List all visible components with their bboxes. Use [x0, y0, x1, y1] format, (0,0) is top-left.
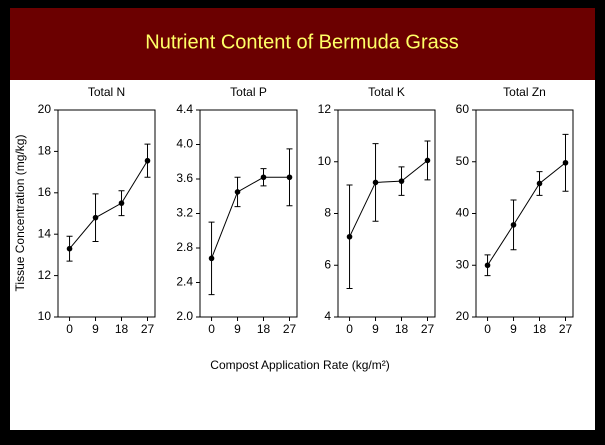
- chart-title: Total K: [368, 85, 405, 99]
- y-tick-label: 10: [38, 309, 52, 323]
- x-tick-label: 0: [484, 322, 491, 336]
- data-point: [398, 178, 405, 184]
- y-axis-label: Tissue Concentration (mg/kg): [13, 135, 27, 292]
- data-point: [234, 189, 241, 195]
- data-line: [69, 160, 148, 250]
- x-tick-label: 9: [510, 322, 517, 336]
- y-tick-label: 4.0: [176, 137, 193, 151]
- y-tick-label: 18: [38, 144, 52, 158]
- y-tick-label: 2.0: [176, 309, 193, 323]
- chart-title: Total N: [88, 85, 125, 99]
- data-point: [144, 157, 151, 164]
- x-tick-label: 9: [372, 322, 379, 336]
- y-tick-label: 16: [38, 185, 52, 199]
- y-tick-label: 8: [324, 206, 331, 220]
- slide-title: Nutrient Content of Bermuda Grass: [145, 31, 458, 53]
- x-tick-label: 27: [559, 322, 573, 336]
- x-tick-label: 9: [92, 322, 99, 336]
- y-tick-label: 20: [456, 309, 470, 323]
- y-tick-label: 20: [38, 102, 52, 116]
- y-tick-label: 3.2: [176, 206, 193, 220]
- data-point: [372, 179, 379, 186]
- y-tick-label: 40: [456, 206, 470, 220]
- x-tick-label: 27: [141, 322, 155, 336]
- data-point: [510, 222, 517, 228]
- x-tick-label: 18: [533, 322, 547, 336]
- data-point: [260, 174, 267, 181]
- data-point: [484, 262, 491, 269]
- data-line: [349, 160, 428, 238]
- plot-frame: [57, 109, 156, 318]
- x-tick-label: 18: [395, 322, 409, 336]
- data-point: [92, 214, 99, 221]
- y-tick-label: 6: [324, 257, 331, 271]
- x-tick-label: 0: [66, 322, 73, 336]
- y-tick-label: 50: [456, 154, 470, 168]
- x-tick-label: 0: [208, 322, 215, 336]
- y-tick-label: 2.8: [176, 240, 193, 254]
- y-tick-label: 30: [456, 257, 470, 271]
- x-tick-label: 18: [115, 322, 129, 336]
- chart-title: Total P: [230, 85, 267, 99]
- y-tick-label: 12: [38, 268, 52, 282]
- chart-title: Total Zn: [503, 85, 546, 99]
- y-tick-label: 10: [318, 154, 332, 168]
- data-point: [66, 245, 73, 252]
- x-axis-label: Compost Application Rate (kg/m²): [210, 358, 389, 372]
- data-line: [211, 176, 290, 259]
- y-tick-label: 3.6: [176, 171, 193, 185]
- data-point: [346, 233, 353, 240]
- data-point: [208, 255, 215, 262]
- data-point: [118, 200, 125, 206]
- x-tick-label: 0: [346, 322, 353, 336]
- y-tick-label: 12: [318, 102, 332, 116]
- y-tick-label: 4: [324, 309, 331, 323]
- y-tick-label: 4.4: [176, 102, 193, 116]
- data-point: [562, 159, 569, 166]
- y-tick-label: 60: [456, 102, 470, 116]
- x-tick-label: 18: [257, 322, 271, 336]
- title-bar: [10, 8, 595, 80]
- data-point: [424, 157, 431, 164]
- y-tick-label: 2.4: [176, 275, 193, 289]
- y-tick-label: 14: [38, 226, 52, 240]
- content-area: [10, 80, 595, 430]
- x-tick-label: 9: [234, 322, 241, 336]
- data-point: [286, 174, 293, 181]
- data-point: [536, 180, 543, 187]
- x-tick-label: 27: [421, 322, 435, 336]
- data-line: [487, 162, 566, 266]
- x-tick-label: 27: [283, 322, 297, 336]
